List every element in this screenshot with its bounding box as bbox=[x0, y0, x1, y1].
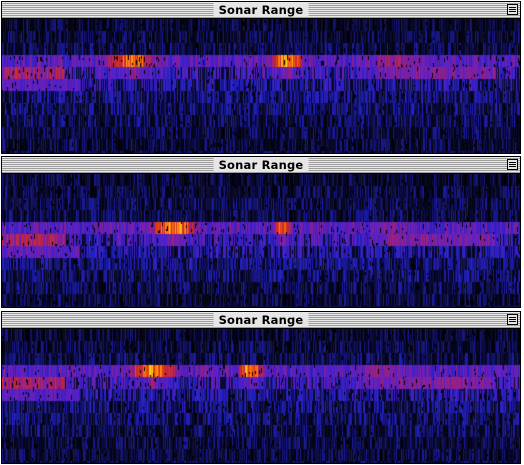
sonar-display bbox=[2, 329, 520, 463]
collapse-box-icon[interactable] bbox=[507, 159, 518, 170]
title-bar[interactable]: Sonar Range bbox=[2, 2, 520, 19]
sonar-window-3: Sonar Range bbox=[1, 311, 521, 464]
sonar-heatmap bbox=[2, 19, 520, 153]
sonar-heatmap bbox=[2, 329, 520, 463]
collapse-box-icon[interactable] bbox=[507, 314, 518, 325]
window-title: Sonar Range bbox=[213, 158, 309, 172]
window-title: Sonar Range bbox=[213, 3, 309, 17]
window-title: Sonar Range bbox=[213, 313, 309, 327]
sonar-display bbox=[2, 174, 520, 307]
collapse-box-icon[interactable] bbox=[507, 4, 518, 15]
title-bar[interactable]: Sonar Range bbox=[2, 157, 520, 174]
title-bar[interactable]: Sonar Range bbox=[2, 312, 520, 329]
sonar-window-2: Sonar Range bbox=[1, 156, 521, 308]
sonar-display bbox=[2, 19, 520, 153]
sonar-heatmap bbox=[2, 174, 520, 307]
sonar-window-1: Sonar Range bbox=[1, 1, 521, 154]
